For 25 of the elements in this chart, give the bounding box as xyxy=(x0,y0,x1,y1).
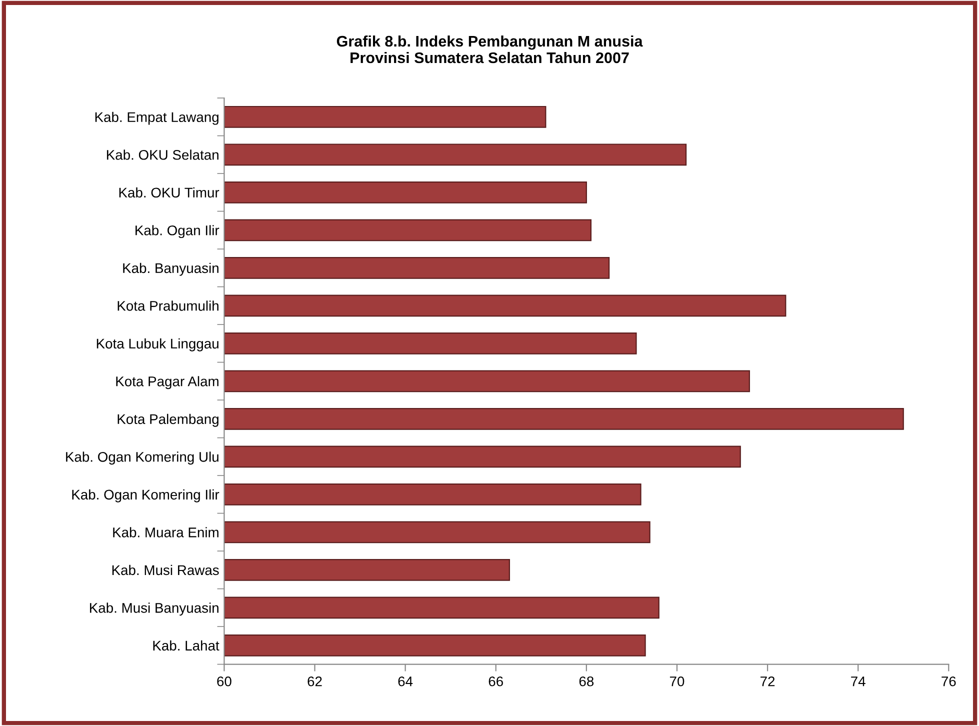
y-tick-label: Kab. Muara Enim xyxy=(113,527,218,538)
y-tick-label: Kab. OKU Timur xyxy=(119,187,220,198)
y-tick-label: Kota Lubuk Linggau xyxy=(96,338,218,352)
y-tick-label: Kab. Ogan Komering Ulu xyxy=(66,452,218,465)
x-tick-label: 72 xyxy=(760,676,775,686)
chart-title: Grafik 8.b. Indeks Pembangunan M anusia Provinsi Sumatera Selatan Tahun 2007 xyxy=(336,35,643,64)
x-tick-label: 62 xyxy=(308,676,322,686)
y-tick-label: Kab. Empat Lawang xyxy=(95,112,218,125)
y-tick-label: Kota Pagar Alam xyxy=(116,376,218,390)
x-tick-label: 76 xyxy=(942,676,956,686)
y-tick-label: Kab. Musi Banyuasin xyxy=(90,602,218,616)
x-tick-label: 64 xyxy=(398,676,413,686)
x-tick-label: 68 xyxy=(579,676,594,686)
y-tick-label: Kab. Musi Rawas xyxy=(112,564,219,576)
y-tick-label: Kab. Ogan Ilir xyxy=(136,225,220,238)
y-tick-label: Kota Prabumulih xyxy=(118,300,218,311)
y-tick-label: Kab. Banyuasin xyxy=(123,262,218,276)
y-tick-label: Kab. OKU Selatan xyxy=(106,150,218,160)
y-tick-label: Kab. Lahat xyxy=(153,640,220,651)
x-tick-label: 74 xyxy=(851,676,866,686)
y-tick-label: Kota Palembang xyxy=(118,414,218,427)
y-tick-label: Kab. Ogan Komering Ilir xyxy=(72,489,220,502)
x-tick-label: 66 xyxy=(488,676,503,686)
x-tick-label: 70 xyxy=(670,676,684,686)
x-tick-label: 60 xyxy=(217,676,232,686)
